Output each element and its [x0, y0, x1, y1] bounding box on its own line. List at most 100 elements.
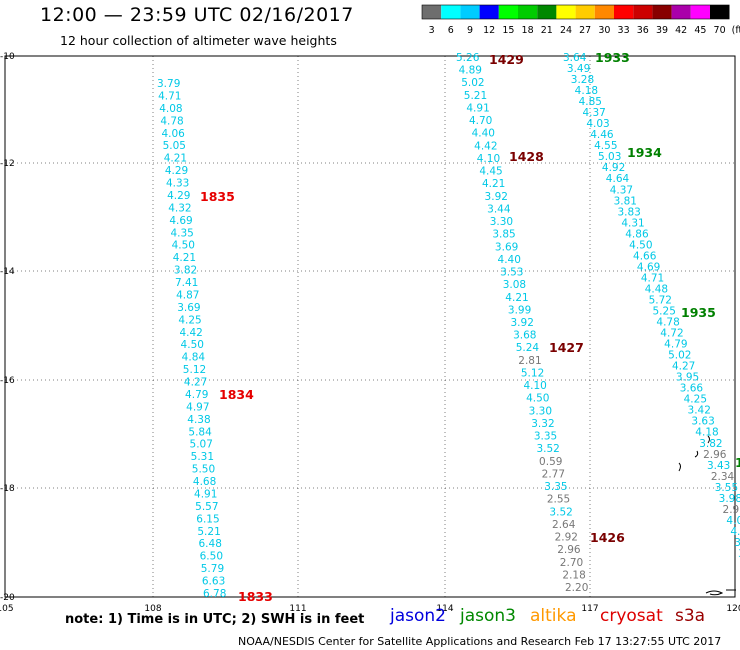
wave-height-value: 5.24: [516, 342, 540, 354]
color-swatch: [479, 5, 499, 19]
wave-height-value: 3.95: [676, 372, 699, 384]
wave-height-value: 3.08: [503, 279, 526, 291]
wave-height-value: 4.40: [498, 254, 521, 266]
wave-height-value: 4.71: [158, 90, 181, 102]
wave-height-value: 4.91: [194, 488, 217, 500]
color-scale-label: 18: [522, 25, 534, 36]
color-scale-label: 27: [579, 25, 591, 36]
wave-height-value: 4.27: [184, 377, 207, 389]
wave-height-value: 4.87: [176, 289, 199, 301]
wave-height-value: 2.96: [703, 449, 727, 461]
wave-height-value: 4.10: [523, 380, 546, 392]
wave-height-value: 3.79: [157, 78, 180, 90]
wave-height-value: 2.96: [557, 544, 581, 556]
axis-labels: 105 108 111 114 117 120 -10 -12 -14 -16 -18 -20: [0, 52, 740, 614]
wave-height-value: 5.12: [183, 364, 206, 376]
wave-height-value: 3.44: [487, 203, 511, 215]
wave-height-value: 3.64: [563, 52, 587, 64]
wave-height-value: 4.35: [170, 227, 193, 239]
wave-height-value: 4.38: [187, 414, 210, 426]
color-swatch: [422, 5, 442, 19]
wave-height-value: 5.31: [191, 451, 214, 463]
wave-height-value: 5.05: [163, 140, 186, 152]
wave-height-value: 4.66: [633, 250, 657, 262]
footer-credit: NOAA/NESDIS Center for Satellite Applica…: [238, 635, 722, 648]
wave-height-value: 2.92: [555, 532, 578, 544]
legend-altika: altika: [530, 606, 577, 626]
wave-height-value: 4.85: [579, 96, 602, 108]
wave-height-value: 4.02: [726, 515, 740, 527]
wave-height-value: 4.03: [586, 118, 609, 130]
wave-height-value: 4.70: [469, 115, 492, 127]
wave-height-value: 5.84: [188, 426, 212, 438]
pass-time-label: 1: [735, 455, 740, 470]
color-swatch: [710, 5, 730, 19]
wave-height-value: 5.12: [521, 367, 544, 379]
wave-height-value: 5.07: [190, 439, 213, 451]
wave-height-value: 4.55: [594, 140, 617, 152]
latitude-label: -10: [0, 52, 15, 62]
pass-time-label: 1934: [627, 145, 662, 160]
wave-height-value: 4.48: [645, 283, 668, 295]
footer-note: note: 1) Time is in UTC; 2) SWH is in fe…: [65, 612, 365, 627]
longitude-label: 105: [0, 604, 14, 614]
latitude-label: -16: [0, 376, 15, 386]
wave-height-value: 4.50: [526, 393, 549, 405]
wave-height-value: 3.85: [492, 229, 515, 241]
wave-height-value: 4.92: [602, 162, 625, 174]
wave-height-value: 3.35: [544, 481, 567, 493]
wave-height-value: 4.42: [179, 327, 202, 339]
pass-time-label: 1933: [595, 50, 630, 65]
wave-height-value: 6.15: [196, 513, 219, 525]
color-swatch: [652, 5, 672, 19]
latitude-label: -12: [0, 159, 15, 169]
wave-height-value: 4.91: [466, 102, 489, 114]
wave-height-value: 3.99: [508, 304, 531, 316]
coastline-segment: [678, 462, 681, 472]
legend-jason2: jason2: [390, 606, 446, 626]
wave-height-value: 4.18: [695, 427, 718, 439]
wave-height-value: 3.32: [531, 418, 554, 430]
wave-height-value: 3.52: [549, 506, 572, 518]
wave-height-value: 4.37: [582, 107, 605, 119]
color-scale-label: 45: [694, 25, 706, 36]
latitude-label: -14: [0, 267, 15, 277]
wave-height-value: 4.29: [167, 190, 190, 202]
color-scale-label: 9: [467, 25, 473, 36]
wave-height-value: 4.78: [160, 115, 183, 127]
wave-height-value: 4.33: [166, 178, 189, 190]
wave-height-value: 6.50: [200, 551, 223, 563]
wave-height-value: 3.68: [513, 330, 536, 342]
coastline-segment: [705, 590, 724, 596]
pass-time-label: 1835: [200, 189, 235, 204]
wave-height-value: 3.52: [536, 443, 559, 455]
wave-height-value: 4.50: [172, 240, 195, 252]
wave-height-value: 3.82: [699, 438, 722, 450]
color-scale-label: 36: [637, 25, 649, 36]
wave-height-value: 3.98: [719, 493, 740, 505]
wave-height-value: 3.92: [485, 191, 508, 203]
wave-height-value: 4.29: [165, 165, 188, 177]
wave-height-value: 3.69: [495, 241, 518, 253]
color-swatch: [518, 5, 538, 19]
latitude-label: -18: [0, 484, 15, 494]
wave-height-value: 4.79: [185, 389, 208, 401]
wave-height-value: 2.70: [560, 557, 583, 569]
wave-height-value: 3.83: [617, 206, 640, 218]
wave-height-value: 3.53: [500, 267, 523, 279]
color-scale-label: 70: [714, 25, 726, 36]
wave-height-value: 4.21: [173, 252, 196, 264]
wave-height-value: 4.72: [660, 328, 683, 340]
wave-height-value: 2.81: [518, 355, 541, 367]
legend-s3a: s3a: [675, 606, 706, 626]
color-swatch: [633, 5, 653, 19]
pass-time-label: 1834: [219, 387, 254, 402]
wave-height-value: 4.78: [656, 317, 679, 329]
color-scale-label: 21: [541, 25, 553, 36]
longitude-label: 117: [581, 604, 598, 614]
wave-height-value: 6.78: [203, 588, 226, 600]
wave-height-value: 4.25: [178, 314, 201, 326]
legend-cryosat: cryosat: [600, 606, 663, 626]
